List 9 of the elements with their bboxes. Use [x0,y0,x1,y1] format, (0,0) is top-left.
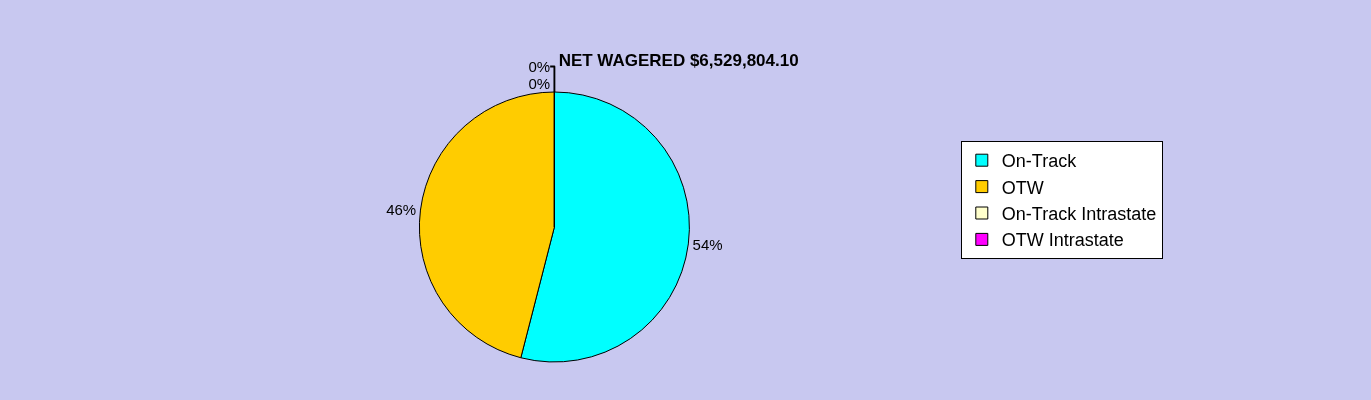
legend-label: On-Track [1001,151,1078,172]
legend-label: OTW [1001,177,1044,198]
data-label: 46% [386,201,417,219]
chart-title: NET WAGERED $6,529,804.10 [558,50,799,70]
text: 0% [528,75,551,92]
data-label: 54% [692,235,723,253]
legend-label: OTW Intrastate [1001,230,1124,251]
text: 0% [528,58,551,75]
legend-label: On-Track Intrastate [1001,204,1157,225]
